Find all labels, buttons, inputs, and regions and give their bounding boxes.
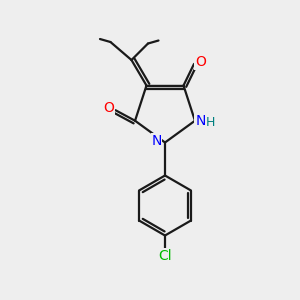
Text: O: O: [195, 56, 206, 69]
Text: N: N: [152, 134, 162, 148]
Text: N: N: [195, 114, 206, 128]
Text: H: H: [206, 116, 215, 129]
Text: Cl: Cl: [158, 249, 172, 263]
Text: O: O: [103, 101, 114, 115]
